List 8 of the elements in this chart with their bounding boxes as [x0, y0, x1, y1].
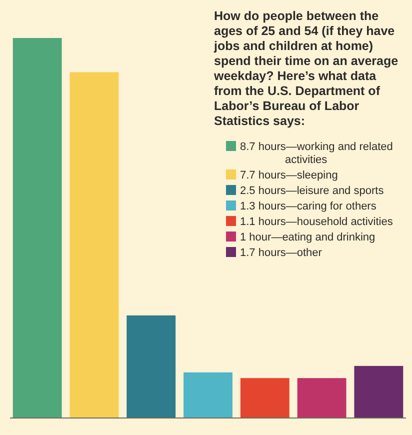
text: How do people between the ages of 25 and 54 (if they have jobs and children at home) spend their time on an average weekday? Here’s what data from the U.S. Department of Labor’s Bureau of Labor Statistics says: [213, 9, 398, 128]
legend-label: 1 hour—eating and drinking [240, 232, 376, 244]
legend-label: 1.3 hours—caring for others [240, 200, 377, 212]
legend-label: 7.7 hours—sleeping [240, 170, 338, 182]
legend-label: 2.5 hours—leisure and sports [240, 185, 384, 197]
legend-label: 1.7 hours—other [240, 247, 322, 259]
legend-label: 8.7 hours—working and related activities [240, 141, 393, 166]
legend-label: 1.1 hours—household activities [240, 216, 394, 228]
